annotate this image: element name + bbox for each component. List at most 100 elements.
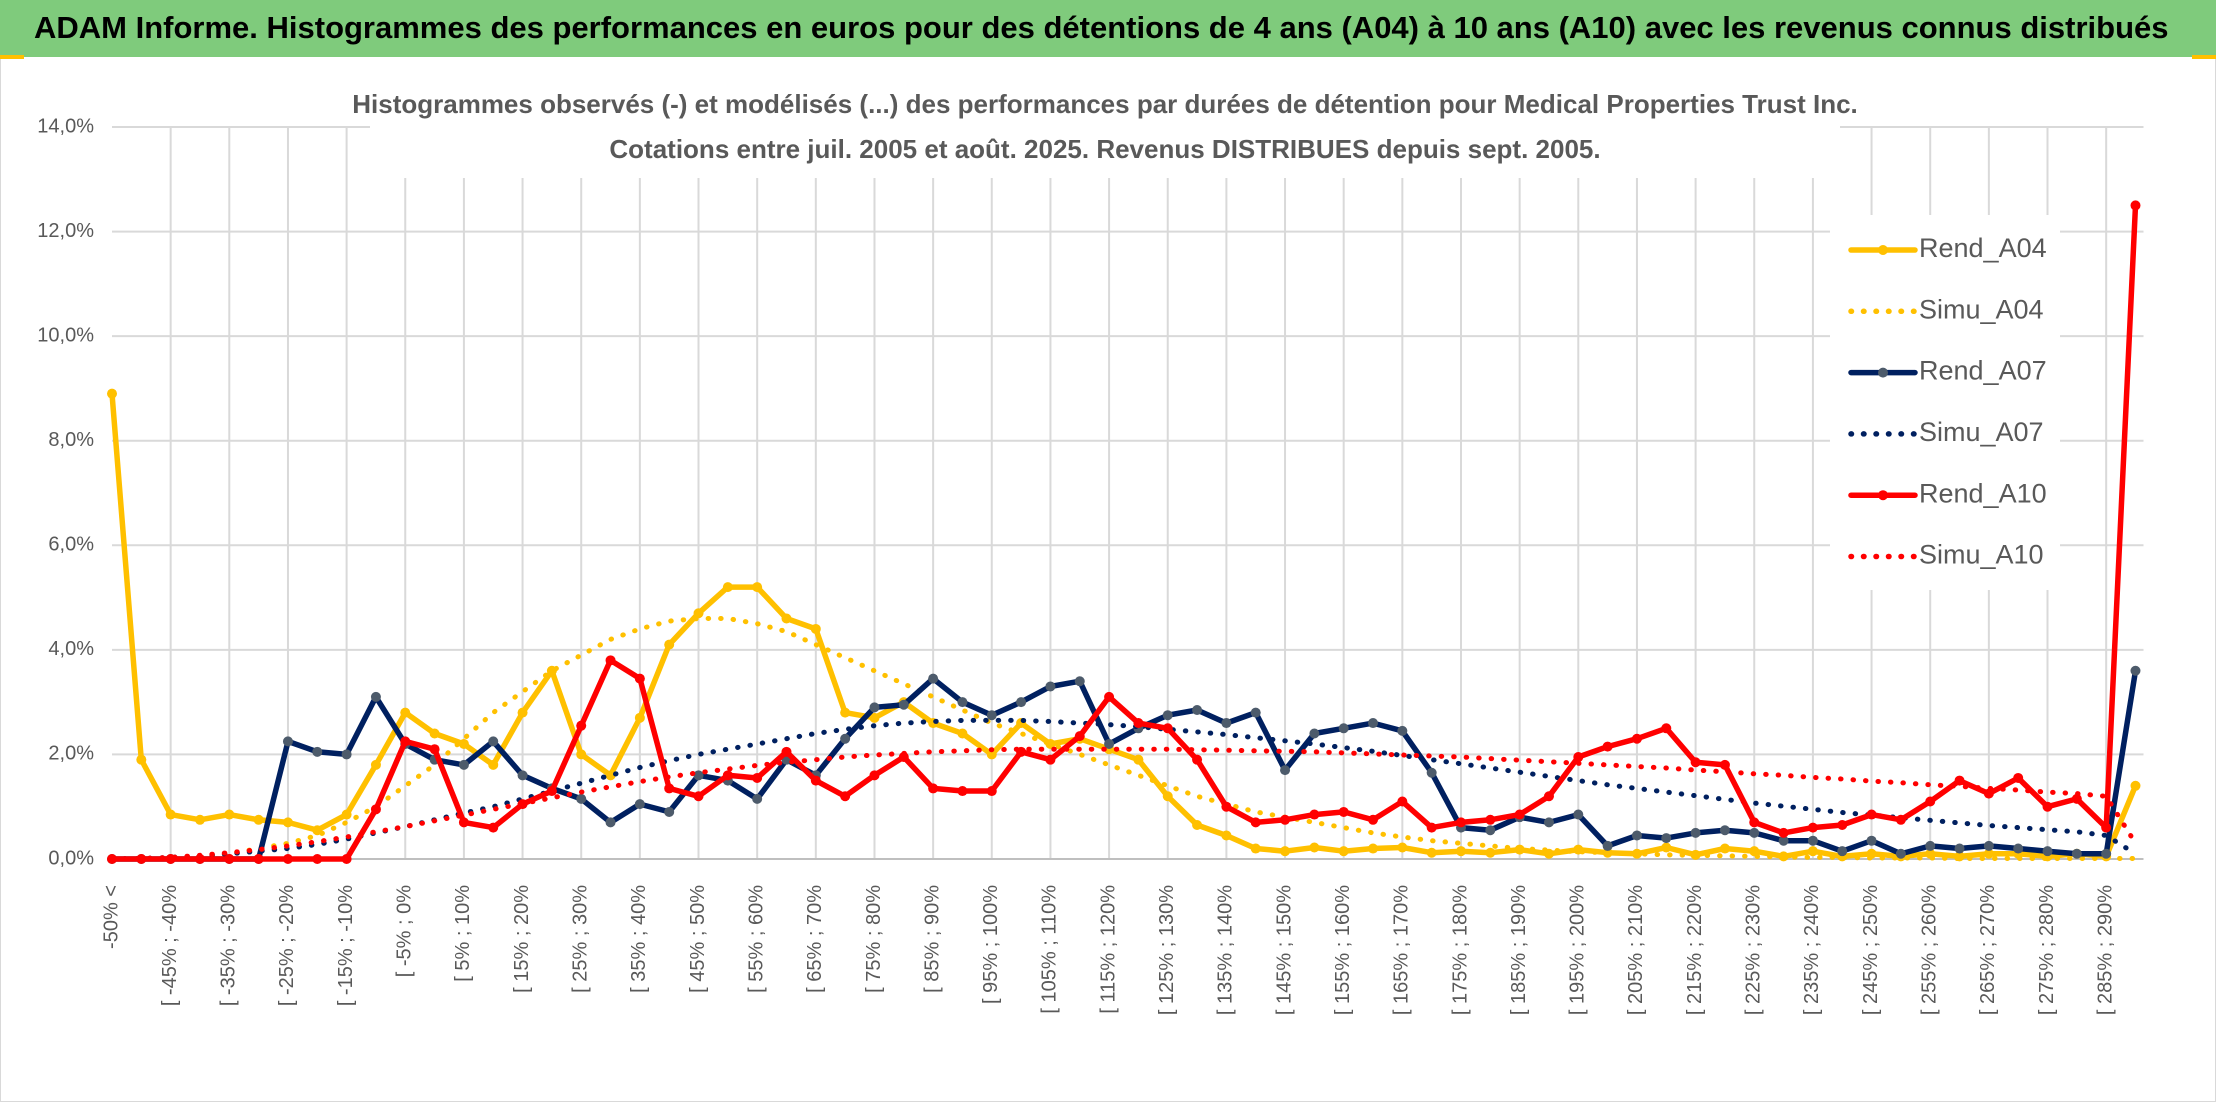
point [1573, 809, 1584, 820]
legend-marker [1878, 245, 1888, 255]
legend-label: Rend_A10 [1919, 478, 2047, 508]
point [458, 817, 469, 828]
point [370, 804, 381, 815]
x-tick-label: [ -25% ; -20% [276, 885, 298, 1006]
point [693, 770, 704, 781]
point [986, 749, 997, 760]
point [1397, 842, 1408, 853]
point [1602, 840, 1613, 851]
point [1426, 822, 1437, 833]
point [107, 388, 117, 399]
y-tick-label: 12,0% [37, 220, 94, 242]
point [1925, 840, 1936, 851]
point [1543, 817, 1554, 828]
point [722, 582, 733, 593]
point [664, 806, 675, 817]
header-title: ADAM Informe. Histogrammes des performan… [34, 10, 2169, 45]
x-tick-label: -50% < [100, 885, 122, 949]
point [2130, 780, 2141, 791]
point [1778, 835, 1789, 846]
legend-label: Simu_A07 [1919, 417, 2044, 447]
x-tick-label: [ 185% ; 190% [1508, 885, 1530, 1015]
point [576, 749, 587, 760]
x-tick-label: [ 95% ; 100% [980, 885, 1002, 1004]
point [722, 770, 733, 781]
point [1954, 843, 1965, 854]
point [1895, 814, 1906, 825]
point [1221, 718, 1232, 729]
y-tick-label: 4,0% [48, 638, 94, 660]
point [1162, 791, 1173, 802]
legend-label: Rend_A07 [1919, 356, 2047, 386]
point [1162, 723, 1173, 734]
point [1104, 738, 1115, 749]
point [282, 854, 293, 864]
x-tick-label: [ 235% ; 240% [1801, 885, 1823, 1015]
point [1016, 697, 1027, 708]
point [1690, 827, 1701, 838]
point [1338, 806, 1349, 817]
legend-marker [1878, 367, 1888, 378]
y-tick-label: 6,0% [48, 534, 94, 556]
point [488, 759, 499, 770]
x-tick-label: [ 105% ; 110% [1039, 885, 1061, 1014]
point [1749, 846, 1760, 857]
point [1807, 835, 1818, 846]
x-tick-label: [ 15% ; 20% [511, 885, 533, 993]
point [1192, 754, 1203, 765]
point [1778, 827, 1789, 838]
x-tick-label: [ 75% ; 80% [863, 885, 885, 993]
point [810, 775, 821, 786]
point [605, 770, 616, 781]
chart-subtitle: Cotations entre juil. 2005 et août. 2025… [609, 134, 1600, 164]
point [1866, 835, 1877, 846]
point [341, 809, 352, 820]
x-tick-label: [ 175% ; 180% [1449, 885, 1471, 1015]
point [1602, 741, 1613, 752]
point [1192, 704, 1203, 715]
point [1221, 801, 1232, 812]
x-tick-label: [ 35% ; 40% [628, 885, 650, 993]
point [781, 746, 792, 757]
point [1045, 681, 1056, 692]
point [1895, 848, 1906, 859]
x-tick-label: [ 165% ; 170% [1391, 885, 1413, 1015]
point [1661, 723, 1672, 734]
point [693, 791, 704, 802]
point [840, 707, 851, 718]
point [1807, 846, 1818, 857]
point [1162, 710, 1173, 721]
point [1280, 765, 1291, 776]
point [1514, 809, 1525, 820]
point [1661, 842, 1672, 853]
point [1719, 825, 1730, 836]
point [224, 809, 235, 820]
point [752, 772, 763, 783]
point [752, 582, 763, 593]
x-tick-label: [ 45% ; 50% [687, 885, 709, 993]
y-tick-label: 0,0% [48, 847, 94, 869]
point [341, 854, 352, 864]
point [605, 655, 616, 666]
point [2071, 793, 2082, 804]
point [312, 854, 323, 864]
point [986, 786, 997, 797]
x-tick-label: [ -15% ; -10% [335, 885, 357, 1006]
x-tick-label: [ 195% ; 200% [1567, 885, 1589, 1015]
point [1631, 830, 1642, 841]
x-tick-label: [ 85% ; 90% [921, 885, 943, 993]
point [1485, 814, 1496, 825]
point [1221, 830, 1232, 841]
point [2071, 848, 2082, 859]
point [1485, 847, 1496, 858]
point [1397, 796, 1408, 807]
point [576, 720, 587, 731]
point [1573, 752, 1584, 763]
point [1338, 723, 1349, 734]
point [312, 746, 323, 757]
point [1719, 759, 1730, 770]
corner [0, 55, 24, 59]
observed-line [109, 668, 2139, 862]
